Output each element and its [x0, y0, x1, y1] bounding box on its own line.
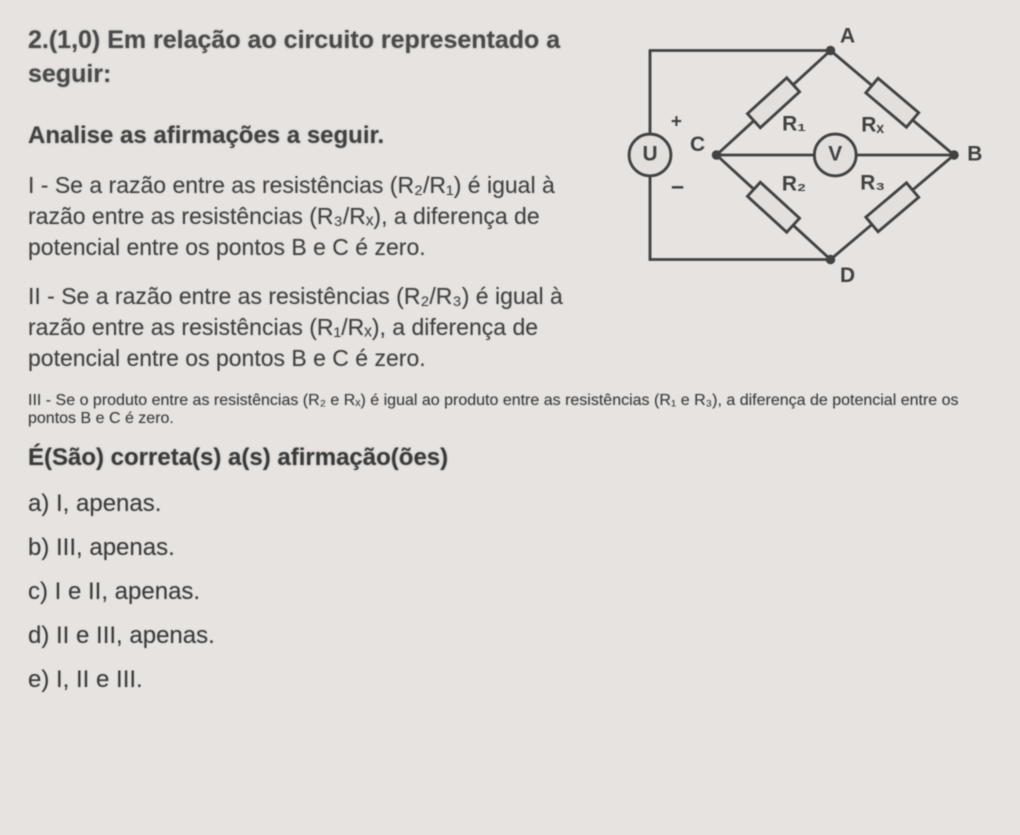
option-b: b) III, apenas. — [28, 534, 992, 562]
option-d: d) II e III, apenas. — [28, 622, 992, 650]
statement-i: I - Se a razão entre as resistências (R₂… — [28, 170, 592, 263]
lower-text: III - Se o produto entre as resistências… — [28, 392, 992, 694]
option-a: a) I, apenas. — [28, 490, 992, 518]
svg-text:D: D — [840, 264, 855, 287]
svg-text:R₁: R₁ — [782, 113, 806, 136]
option-e: e) I, II e III. — [28, 666, 992, 694]
left-text-column: 2.(1,0) Em relação ao circuito represent… — [28, 24, 592, 392]
svg-text:R₂: R₂ — [782, 172, 806, 195]
svg-text:R₃: R₃ — [860, 172, 885, 195]
statement-iii: III - Se o produto entre as resistências… — [28, 392, 992, 428]
svg-text:Rₓ: Rₓ — [861, 113, 884, 136]
question-header: 2.(1,0) Em relação ao circuito represent… — [28, 24, 592, 92]
svg-text:+: + — [671, 112, 682, 133]
svg-text:U: U — [642, 143, 657, 166]
svg-text:B: B — [967, 143, 982, 166]
analise-heading: Analise as afirmações a seguir. — [28, 120, 592, 152]
svg-text:A: A — [840, 25, 855, 48]
circuit-diagram: U + − R₁ Rₓ R₂ R₃ V A B C D — [612, 24, 992, 324]
svg-text:V: V — [828, 143, 842, 166]
question-line: É(São) correta(s) a(s) afirmação(ões) — [28, 444, 992, 472]
option-c: c) I e II, apenas. — [28, 578, 992, 606]
svg-text:C: C — [690, 133, 705, 156]
svg-text:−: − — [671, 174, 684, 200]
statement-ii: II - Se a razão entre as resistências (R… — [28, 281, 592, 374]
